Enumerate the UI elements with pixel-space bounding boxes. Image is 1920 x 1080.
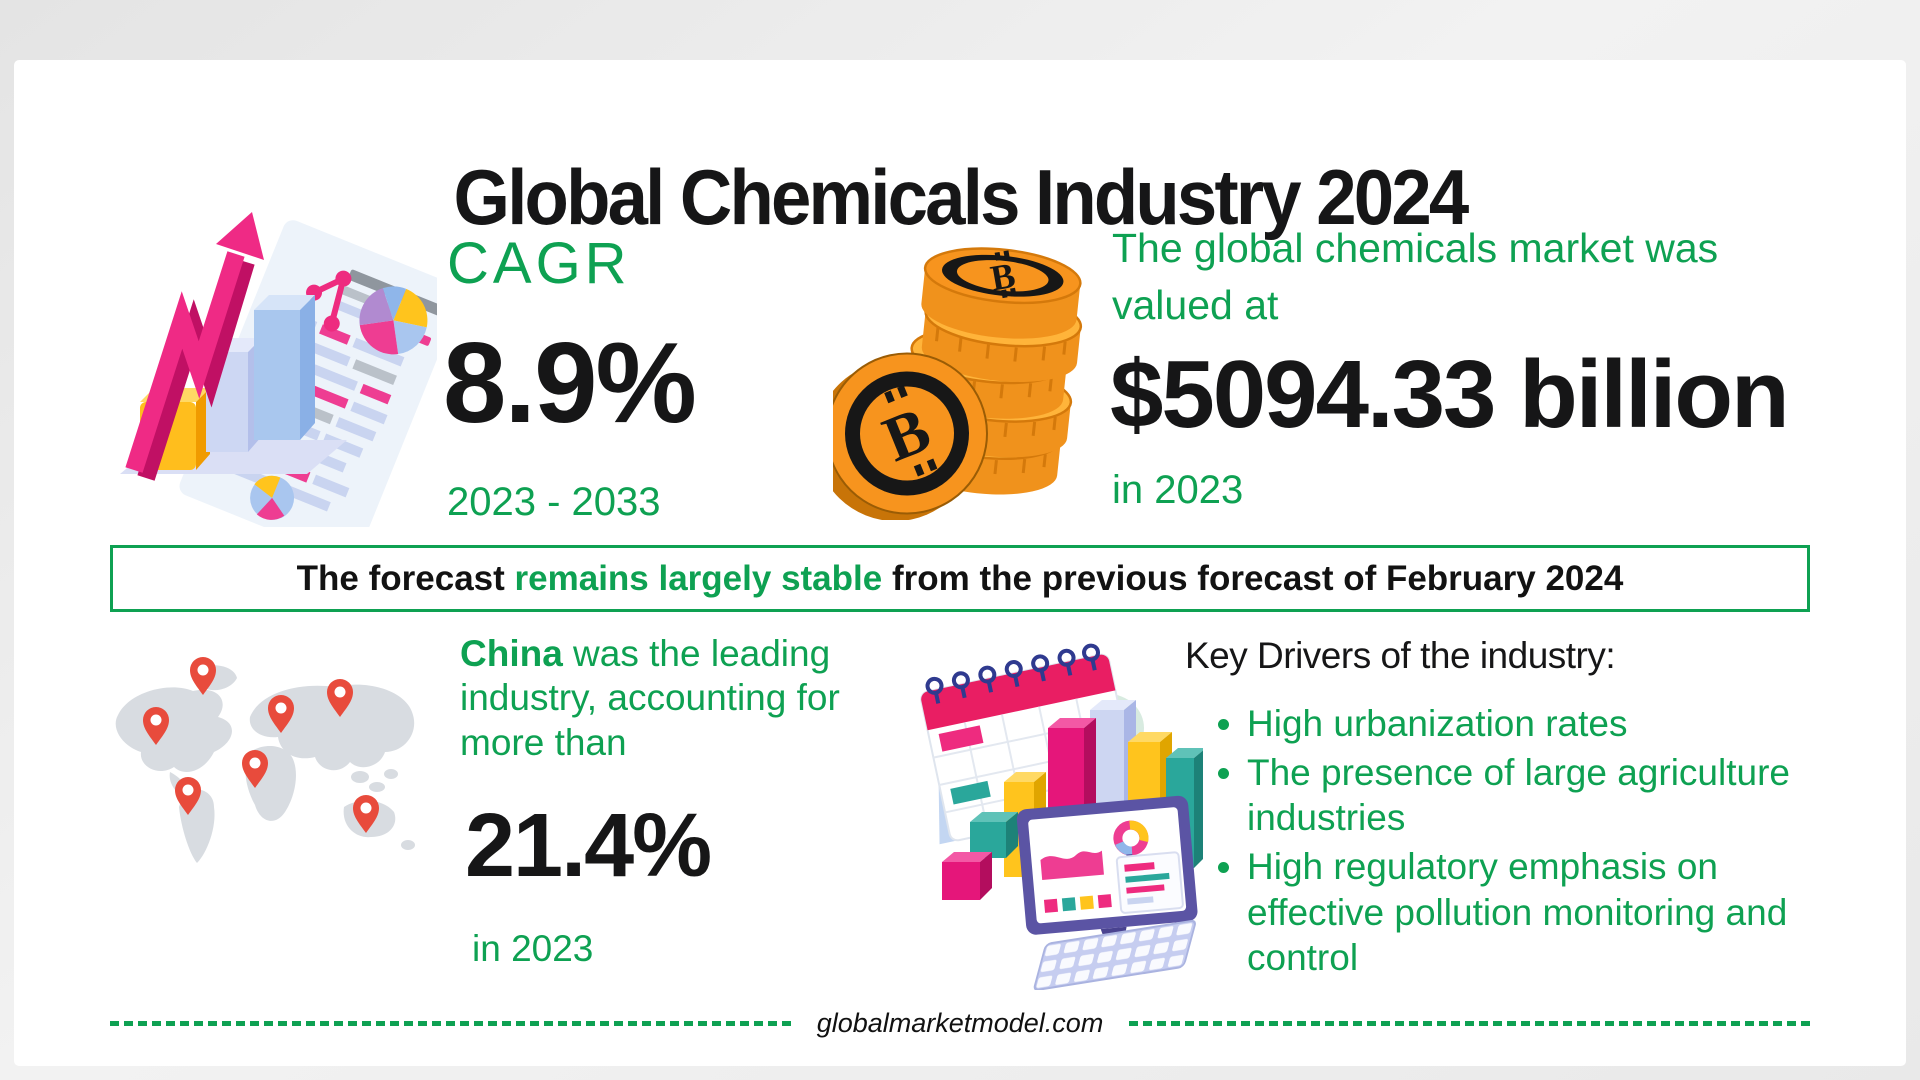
bitcoin-b-glyph: B [988, 250, 1018, 299]
small-pie-icon [250, 475, 295, 520]
bar-3d-blue [254, 295, 315, 440]
market-intro: The global chemicals market was valued a… [1112, 225, 1719, 329]
mini-area-chart [1040, 850, 1104, 880]
screen-color-strip [1043, 894, 1112, 913]
coin-stack: B [901, 247, 1083, 495]
footer-site-text: globalmarketmodel.com [816, 1008, 1104, 1038]
key-driver-item: High regulatory emphasis on effective po… [1247, 844, 1825, 979]
key-drivers-list: High urbanization rates The presence of … [1185, 701, 1825, 980]
popup-card [1115, 851, 1184, 914]
world-map-icon [115, 657, 415, 863]
bitcoin-coins-icon: B B [833, 247, 1083, 520]
location-pin-icon [175, 777, 201, 815]
china-year: in 2023 [472, 928, 594, 969]
cagr-period: 2023 - 2033 [447, 480, 661, 524]
monitor [1016, 795, 1198, 963]
page-title: Global Chemicals Industry 2024 [453, 153, 1470, 242]
footer-dash-right [1129, 1021, 1810, 1026]
forecast-prefix: The forecast [296, 558, 515, 598]
forecast-highlight: remains largely stable [514, 558, 883, 598]
front-coin-face: B [833, 352, 988, 520]
market-year: in 2023 [1112, 468, 1244, 512]
growth-chart-icon [120, 212, 437, 527]
location-pins [143, 657, 379, 833]
key-drivers-block: Key Drivers of the industry: High urbani… [1185, 635, 1825, 984]
china-lead: China [460, 633, 563, 674]
china-statement: China was the leading industry, accounti… [460, 632, 920, 765]
china-value: 21.4% [465, 796, 712, 896]
key-driver-item: The presence of large agriculture indust… [1247, 750, 1825, 840]
china-rest: was the leading industry, accounting for… [460, 633, 851, 763]
key-drivers-heading: Key Drivers of the industry: [1185, 635, 1616, 676]
cagr-label: CAGR [447, 231, 631, 296]
growth-arrow-icon [125, 212, 264, 481]
location-pin-icon [190, 657, 216, 695]
key-driver-item: High urbanization rates [1247, 701, 1825, 746]
forecast-suffix: from the previous forecast of February 2… [882, 558, 1624, 598]
keyboard [1033, 919, 1196, 990]
forecast-banner: The forecast remains largely stable from… [110, 545, 1810, 612]
location-pin-icon [143, 707, 169, 745]
market-value: $5094.33 billion [1110, 341, 1790, 448]
location-pin-icon [353, 795, 379, 833]
footer: globalmarketmodel.com [110, 1008, 1810, 1039]
location-pin-icon [268, 695, 294, 733]
cagr-value: 8.9% [443, 320, 697, 447]
spiral-rings [925, 643, 1101, 704]
top-coin-face: B [921, 247, 1082, 339]
location-pin-icon [327, 679, 353, 717]
mini-donut-chart [1113, 820, 1149, 856]
location-pin-icon [242, 750, 268, 788]
footer-dash-left [110, 1021, 791, 1026]
calendar-analytics-icon [920, 643, 1203, 990]
pie-chart-icon [359, 286, 428, 355]
